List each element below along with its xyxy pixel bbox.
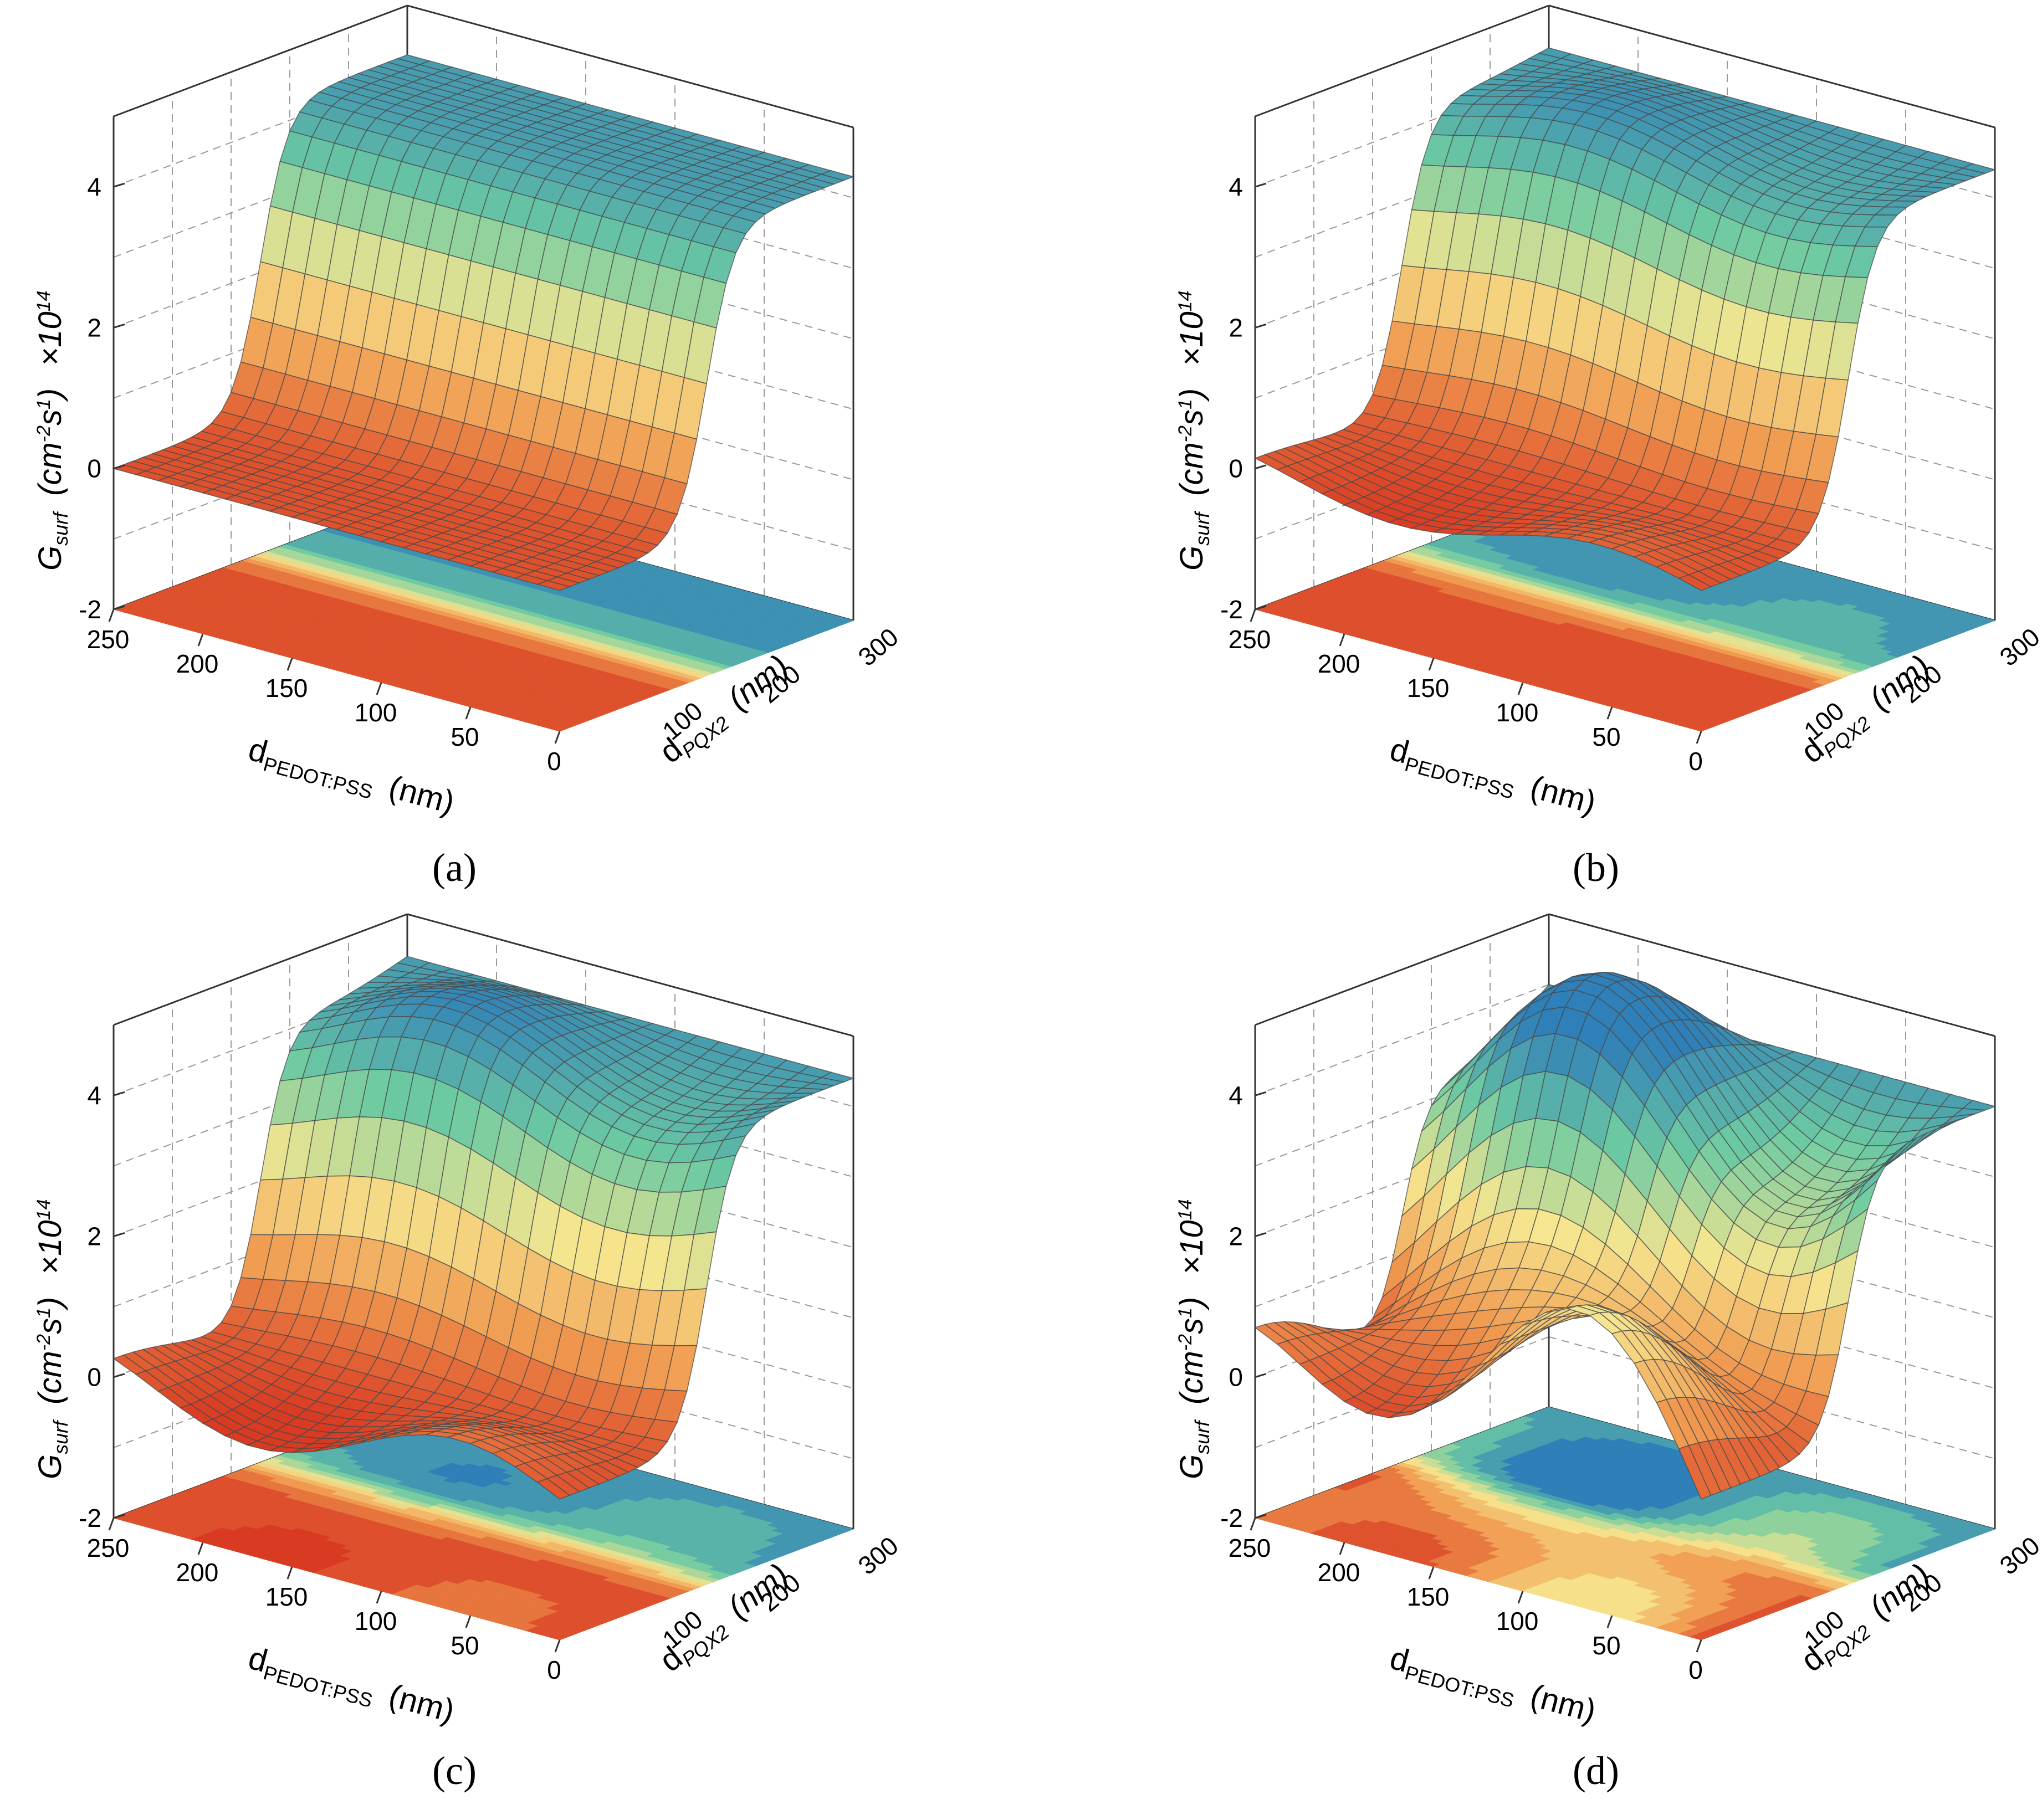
z-tick [113,182,125,188]
z-tick-label: 4 [87,172,101,201]
x-tick-label: 0 [547,747,561,776]
z-tick [113,323,125,329]
z-tick-label: -2 [79,595,101,624]
panel-b: 250200150100500100200300-2024dPEDOT:PSS(… [1174,4,2042,824]
box-edge [113,4,408,117]
x-tick-label: 250 [87,625,130,654]
x-tick-label: 150 [265,674,308,703]
z-tick-label: 0 [87,454,101,483]
y-tick-label: 300 [853,622,904,671]
x-axis-label: dPEDOT:PSS (nm) [244,731,458,824]
x-tick [376,682,382,695]
x-tick [286,658,293,671]
x-tick [197,633,204,647]
x-tick [465,706,472,720]
panel-a: 250200150100500100200300-2024dPEDOT:PSS(… [32,4,904,824]
x-tick-label: 100 [355,698,397,727]
box-edge [407,4,854,129]
z-tick-label: 2 [87,313,101,342]
panel-label: (a) [432,845,477,890]
x-tick [108,609,115,622]
x-tick-label: 50 [451,722,479,751]
x-tick-label: 200 [176,649,219,678]
x-tick [554,731,561,744]
z-axis-label: Gsurf(cm-2s1)×1014 [32,291,72,571]
